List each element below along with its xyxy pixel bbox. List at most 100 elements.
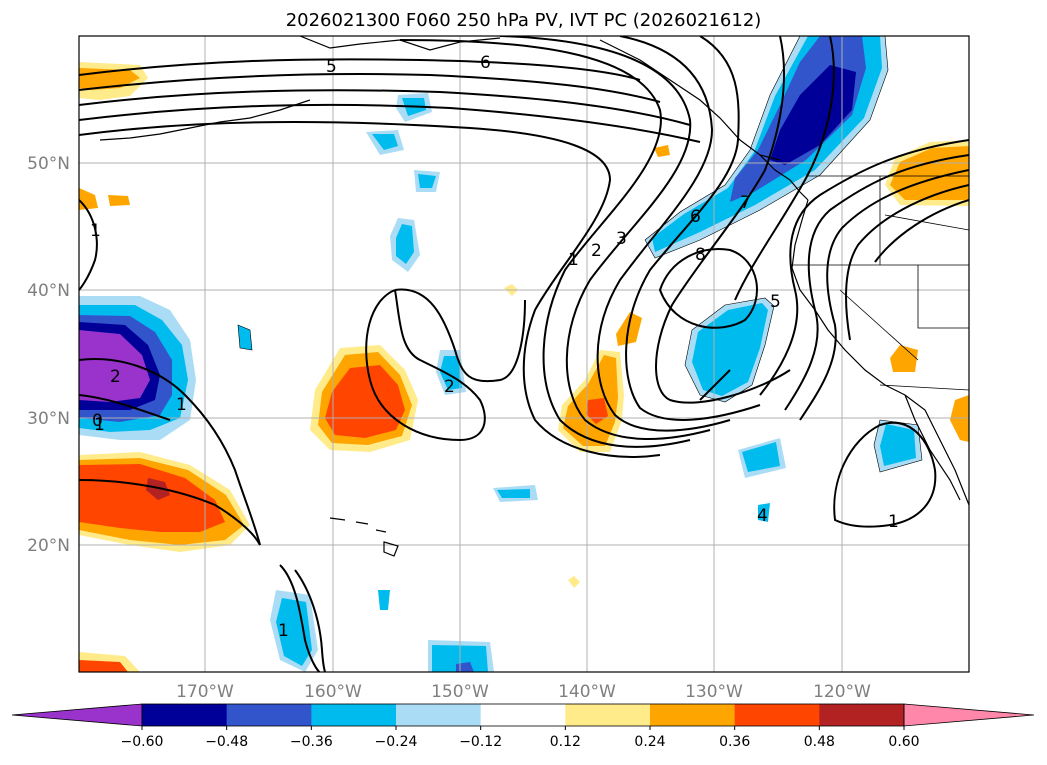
- contour-line: [79, 394, 171, 421]
- colorbar-cell: [819, 704, 905, 726]
- negative-anomaly-spot: [440, 356, 462, 390]
- colorbar-cell: [396, 704, 482, 726]
- contour-line: [658, 248, 758, 329]
- contour-line: [759, 139, 969, 396]
- colorbar-cell: [142, 704, 228, 726]
- positive-anomaly-southwest: [146, 478, 170, 500]
- contour-label: 6: [480, 53, 491, 73]
- contour-label: 1: [888, 512, 899, 532]
- colorbar-tick-label: 0.60: [888, 734, 919, 750]
- colorbar-extend-high: [903, 703, 1035, 727]
- contour-line: [365, 289, 486, 442]
- contour-line: [655, 36, 791, 404]
- outline: [237, 324, 253, 351]
- colorbar-cell: [734, 704, 820, 726]
- colorbar-cell: [311, 704, 397, 726]
- colorbar-extend-low: [11, 703, 143, 727]
- colorbar-ticks: −0.60 −0.48 −0.36 −0.24 −0.12 0.12 0.24 0.36 0.4…: [121, 726, 920, 750]
- shading-outlines: [237, 36, 923, 473]
- contour-line: [79, 199, 98, 291]
- negative-anomaly-west: [79, 330, 150, 402]
- outline: [684, 297, 775, 403]
- contour-label: 6: [690, 207, 701, 227]
- contour-line: [294, 569, 326, 672]
- contour-line: [79, 89, 691, 126]
- colorbar-cell: [480, 704, 566, 726]
- contour-line: [79, 358, 261, 546]
- contour-line: [79, 121, 661, 458]
- contour-line: [799, 169, 969, 421]
- colorbar-tick-label: 0.36: [719, 734, 750, 750]
- state-borders: [790, 176, 969, 391]
- contour-label: 1: [176, 395, 187, 415]
- positive-anomaly-california: [890, 345, 918, 372]
- colorbar-frame: [141, 703, 905, 727]
- colorbar-cell: [226, 704, 312, 726]
- contour-line: [279, 564, 321, 672]
- colorbar: −0.60 −0.48 −0.36 −0.24 −0.12 0.12 0.24 0.36 0.4…: [11, 703, 1035, 750]
- map-frame: [78, 35, 970, 673]
- contour-label: 5: [326, 57, 337, 77]
- contour-label: 4: [757, 506, 768, 526]
- contour-line: [394, 288, 526, 383]
- negative-anomaly-spot: [742, 442, 780, 472]
- contour-label: 2: [591, 241, 602, 261]
- pv-contours: [79, 36, 969, 672]
- negative-anomaly-spot: [396, 224, 414, 264]
- negative-anomaly-spot: [880, 424, 916, 466]
- contour-line: [784, 154, 969, 411]
- outline: [644, 36, 889, 259]
- contour-labels: 5 6 1 1 2 3 6 7 8 5 1 2 1 0 2 1 1 4: [90, 53, 899, 641]
- longitude-labels: 170°W 160°W 150°W 140°W 130°W 120°W: [176, 682, 871, 702]
- contour-label: 5: [770, 292, 781, 312]
- lon-label-150w: 150°W: [431, 682, 489, 702]
- colorbar-tick-label: −0.24: [375, 734, 418, 750]
- negative-anomaly-spot: [497, 489, 530, 498]
- colorbar-cell: [650, 704, 736, 726]
- colorbar-tick-label: 0.12: [550, 734, 581, 750]
- negative-anomaly-spot: [238, 325, 252, 350]
- negative-anomaly-coastal: [770, 65, 856, 165]
- negative-anomaly-spot: [378, 590, 390, 610]
- map-title: 2026021300 F060 250 hPa PV, IVT PC (2026…: [285, 10, 762, 31]
- lon-label-160w: 160°W: [304, 682, 362, 702]
- lon-label-120w: 120°W: [813, 682, 871, 702]
- lat-label-50n: 50°N: [27, 154, 70, 174]
- colorbar-tick-label: 0.24: [634, 734, 665, 750]
- contour-line: [833, 421, 937, 528]
- colorbar-tick-label: −0.36: [290, 734, 333, 750]
- lat-label-30n: 30°N: [27, 409, 70, 429]
- contour-line: [874, 199, 969, 263]
- contour-label: 3: [616, 229, 627, 249]
- contour-line: [699, 369, 731, 401]
- contour-line: [79, 103, 701, 143]
- contour-label: 2: [110, 367, 121, 387]
- colorbar-tick-label: −0.12: [459, 734, 502, 750]
- positive-anomaly-spot: [654, 145, 670, 157]
- contour-label: 1: [90, 221, 101, 241]
- contour-line: [734, 36, 835, 301]
- negative-anomaly-spot: [276, 598, 312, 666]
- colorbar-tick-label: −0.60: [121, 734, 164, 750]
- lon-label-140w: 140°W: [558, 682, 616, 702]
- map-layers: 5 6 1 1 2 3 6 7 8 5 1 2 1 0 2 1 1 4: [79, 36, 969, 672]
- colorbar-cells: [11, 703, 1035, 727]
- positive-anomaly-left-edge: [108, 195, 130, 206]
- lon-label-170w: 170°W: [176, 682, 234, 702]
- hawaii-islands: [329, 517, 399, 557]
- positive-anomaly-spot: [568, 576, 580, 588]
- positive-anomaly-bottom-left: [79, 660, 128, 672]
- latitude-labels: 20°N 30°N 40°N 50°N: [27, 154, 70, 556]
- contour-label: 0: [92, 411, 103, 431]
- contour-line: [499, 36, 711, 440]
- contour-line: [79, 73, 661, 103]
- colorbar-tick-label: −0.48: [205, 734, 248, 750]
- lat-label-40n: 40°N: [27, 281, 70, 301]
- colorbar-tick-label: 0.48: [804, 734, 835, 750]
- negative-anomaly-spot: [418, 174, 436, 188]
- contour-label: 1: [568, 250, 579, 270]
- lat-label-20n: 20°N: [27, 536, 70, 556]
- lat-lon-grid: [79, 36, 969, 672]
- contour-line: [79, 58, 641, 81]
